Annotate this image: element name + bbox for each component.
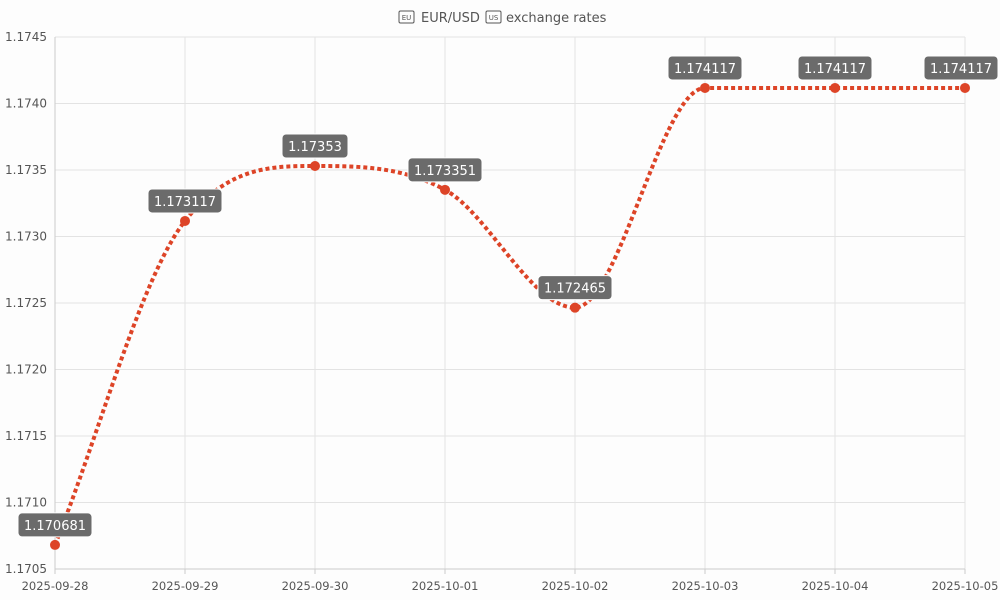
data-label-box: [537, 275, 613, 301]
data-point[interactable]: [180, 215, 190, 226]
y-tick-label: 1.1735: [5, 163, 47, 177]
data-label-text: 1.173351: [414, 164, 476, 179]
y-tick-label: 1.1725: [5, 296, 47, 310]
data-label-text: 1.174117: [674, 62, 736, 77]
data-labels: 1.170681 1.173117 1.17353 1.173351 1.172465 1…: [17, 55, 999, 538]
data-point[interactable]: [440, 184, 450, 195]
series-line: [53, 85, 965, 546]
grid: [54, 36, 966, 570]
data-label-text: 1.174117: [804, 62, 866, 77]
y-tick-label: 1.1720: [5, 363, 47, 377]
y-tick-label: 1.1705: [5, 562, 47, 576]
y-tick-label: 1.1715: [5, 429, 47, 443]
data-label: 1.174117: [667, 55, 743, 81]
data-label-box: [281, 133, 349, 159]
data-label-text: 1.174117: [930, 62, 992, 77]
x-tick-label: 2025-09-28: [22, 579, 89, 593]
x-tick-label: 2025-09-30: [282, 579, 349, 593]
data-point[interactable]: [310, 161, 320, 172]
y-tick-label: 1.1745: [5, 30, 47, 44]
chart-title-group: EU EUR/USD US exchange rates: [398, 10, 607, 26]
x-tick-label: 2025-10-02: [542, 579, 609, 593]
data-label-text: 1.170681: [24, 519, 86, 534]
data-label: 1.172465: [537, 275, 613, 301]
data-label: 1.173351: [407, 157, 483, 183]
data-point[interactable]: [50, 539, 60, 550]
data-point[interactable]: [570, 302, 580, 313]
series-line-path: [53, 85, 965, 546]
axes: 1.17451.17401.17351.17301.17251.17201.17…: [5, 30, 998, 593]
y-tick-label: 1.1740: [5, 97, 47, 111]
data-label-box: [923, 55, 999, 81]
data-label: 1.170681: [17, 512, 93, 538]
svg-text:EU: EU: [402, 14, 412, 22]
data-point[interactable]: [960, 82, 970, 93]
data-label-box: [797, 55, 873, 81]
data-label-text: 1.173117: [154, 195, 216, 210]
data-label-box: [147, 188, 223, 214]
data-label: 1.174117: [923, 55, 999, 81]
x-tick-label: 2025-09-29: [152, 579, 219, 593]
chart-title-suffix: exchange rates: [506, 11, 607, 26]
y-tick-label: 1.1710: [5, 496, 47, 510]
svg-text:US: US: [489, 14, 499, 22]
data-label-box: [17, 512, 93, 538]
data-label: 1.17353: [281, 133, 349, 159]
series-points: [50, 82, 970, 550]
x-tick-label: 2025-10-01: [412, 579, 479, 593]
data-label-box: [667, 55, 743, 81]
y-tick-label: 1.1730: [5, 230, 47, 244]
data-label-box: [407, 157, 483, 183]
chart-title-pair: EUR/USD: [421, 11, 480, 26]
data-label-text: 1.17353: [288, 140, 342, 155]
data-label: 1.173117: [147, 188, 223, 214]
data-point[interactable]: [700, 82, 710, 93]
data-label: 1.174117: [797, 55, 873, 81]
data-label-text: 1.172465: [544, 282, 606, 297]
x-tick-label: 2025-10-04: [802, 579, 869, 593]
data-point[interactable]: [830, 82, 840, 93]
flag-eu-icon: EU: [398, 10, 415, 24]
x-tick-label: 2025-10-05: [932, 579, 999, 593]
flag-us-icon: US: [485, 10, 502, 24]
x-tick-label: 2025-10-03: [672, 579, 739, 593]
